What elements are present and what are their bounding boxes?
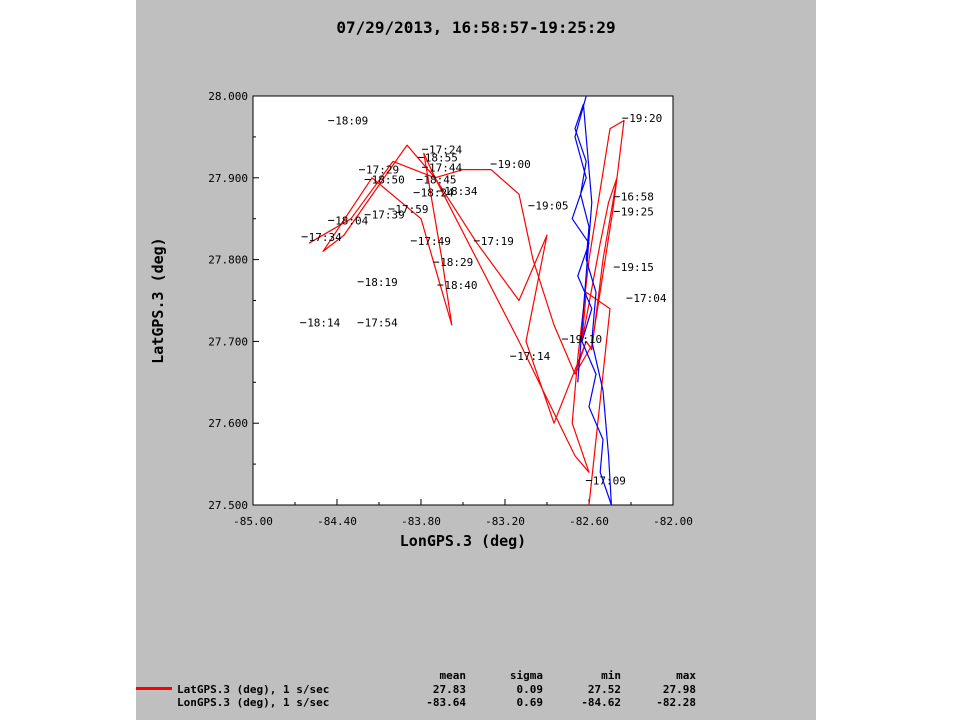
x-tick-label: -84.40	[317, 515, 357, 528]
time-annotation: 17:19	[481, 235, 514, 248]
time-annotation: 18:14	[307, 317, 340, 330]
stats-header-sigma: sigma	[509, 669, 543, 682]
time-annotation: 17:34	[309, 231, 342, 244]
y-tick-label: 27.800	[208, 254, 248, 267]
stats-header-min: min	[601, 669, 621, 682]
stats-row-lat-label: LatGPS.3 (deg), 1 s/sec	[177, 683, 330, 696]
time-annotation: 17:54	[365, 317, 398, 330]
series-line-1	[571, 95, 612, 506]
time-annotation: 18:29	[440, 256, 473, 269]
time-annotation: 19:00	[498, 158, 531, 171]
time-annotation: 17:04	[633, 292, 666, 305]
stats-row-lon-mean: -83.64	[426, 696, 466, 709]
time-annotation: 17:24	[429, 143, 462, 156]
y-axis-label: LatGPS.3 (deg)	[149, 237, 167, 363]
stats-header-mean: mean	[439, 669, 467, 682]
time-annotation: 19:25	[621, 205, 654, 218]
x-tick-label: -82.60	[569, 515, 609, 528]
plot-frame	[252, 95, 674, 506]
stats-row-lon-label: LonGPS.3 (deg), 1 s/sec	[177, 696, 330, 709]
y-tick-label: 27.600	[208, 417, 248, 430]
y-tick-label: 27.700	[208, 335, 248, 348]
stats-row-lat-max: 27.98	[662, 683, 696, 696]
x-tick-label: -83.20	[485, 515, 525, 528]
x-axis-label: LonGPS.3 (deg)	[400, 532, 526, 550]
axes: -85.00 -84.40 -83.80 -83.20 -82.60 -82.00 27.5…	[149, 90, 693, 550]
time-annotation: 18:24	[421, 187, 454, 200]
y-tick-label: 27.500	[208, 499, 248, 512]
stats-row-lon-sigma: 0.69	[516, 696, 544, 709]
x-tick-label: -83.80	[401, 515, 441, 528]
time-annotation: 19:15	[621, 261, 654, 274]
time-annotation: 18:40	[444, 279, 477, 292]
legend-swatch-lat	[136, 687, 172, 690]
x-tick-label: -85.00	[233, 515, 273, 528]
stats-row-lat-min: 27.52	[587, 683, 621, 696]
time-annotation: 19:10	[569, 333, 602, 346]
time-annotation: 17:29	[366, 164, 399, 177]
stats-row-lat-sigma: 0.09	[516, 683, 544, 696]
series-group	[308, 95, 625, 506]
y-tick-label: 28.000	[208, 90, 248, 103]
stats-row-lon-max: -82.28	[656, 696, 696, 709]
time-annotation: 19:20	[629, 112, 662, 125]
time-annotation: 18:50	[372, 174, 405, 187]
chart-panel: 07/29/2013, 16:58:57-19:25:29 -85.00 -84.…	[136, 0, 816, 720]
stats-row-lat-mean: 27.83	[432, 683, 466, 696]
time-annotation: 18:34	[444, 185, 477, 198]
time-annotation: 17:09	[593, 475, 626, 488]
plot-area: -85.00 -84.40 -83.80 -83.20 -82.60 -82.00 27.5…	[149, 90, 693, 550]
time-annotation: 18:04	[335, 214, 368, 227]
time-annotation: 18:55	[425, 151, 458, 164]
time-annotation: 17:59	[395, 203, 428, 216]
time-annotation: 18:09	[335, 115, 368, 128]
time-annotation: 17:49	[418, 235, 451, 248]
stats-header-max: max	[676, 669, 696, 682]
time-annotation: 17:44	[429, 161, 462, 174]
time-annotation: 18:45	[423, 174, 456, 187]
time-annotation: 17:14	[517, 350, 550, 363]
time-annotation: 18:19	[365, 276, 398, 289]
chart-title: 07/29/2013, 16:58:57-19:25:29	[336, 18, 616, 37]
time-annotation: 19:05	[535, 200, 568, 213]
stats-row-lon-min: -84.62	[581, 696, 621, 709]
y-tick-label: 27.900	[208, 172, 248, 185]
time-annotation: 17:39	[372, 209, 405, 222]
x-tick-label: -82.00	[653, 515, 693, 528]
time-annotation: 16:58	[621, 191, 654, 204]
series-line-0	[308, 119, 625, 506]
